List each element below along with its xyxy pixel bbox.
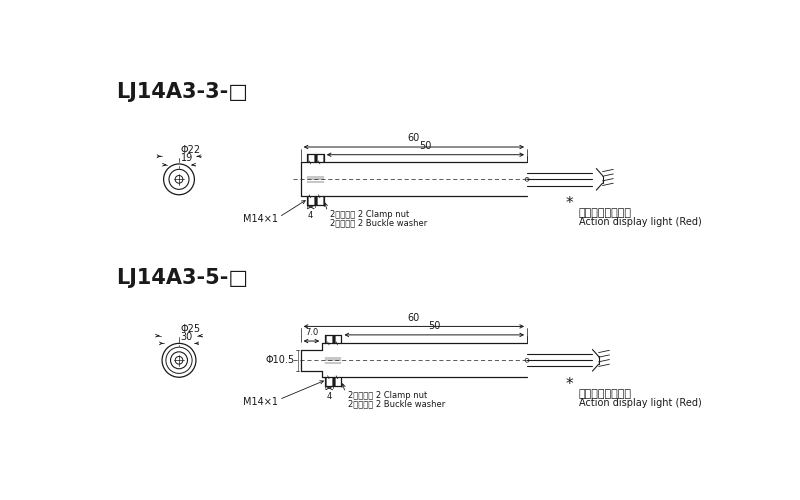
Text: 60: 60	[408, 312, 420, 322]
Text: 2紧固螺母 2 Clamp nut: 2紧固螺母 2 Clamp nut	[330, 210, 409, 219]
Text: LJ14A3-5-□: LJ14A3-5-□	[116, 268, 248, 288]
Text: 2紧固螺母 2 Clamp nut: 2紧固螺母 2 Clamp nut	[348, 391, 427, 400]
Text: Φ25: Φ25	[181, 324, 201, 334]
Text: 19: 19	[181, 153, 193, 163]
Text: 4: 4	[326, 392, 332, 401]
Text: 60: 60	[408, 133, 420, 143]
Text: 4: 4	[308, 211, 314, 220]
Text: M14×1: M14×1	[242, 214, 278, 224]
Text: Φ22: Φ22	[181, 144, 201, 154]
Text: Φ10.5: Φ10.5	[266, 356, 294, 366]
Text: *: *	[566, 196, 574, 212]
Text: 动作显示灯（红）: 动作显示灯（红）	[578, 389, 632, 399]
Text: M14×1: M14×1	[242, 397, 278, 407]
Text: Action display light (Red): Action display light (Red)	[578, 217, 702, 227]
Text: 7.0: 7.0	[305, 328, 318, 337]
Text: 50: 50	[428, 321, 441, 331]
Text: 30: 30	[181, 332, 193, 342]
Text: 动作显示灯（红）: 动作显示灯（红）	[578, 208, 632, 218]
Text: LJ14A3-3-□: LJ14A3-3-□	[116, 82, 248, 102]
Text: 50: 50	[419, 141, 431, 151]
Text: Action display light (Red): Action display light (Red)	[578, 398, 702, 408]
Text: 2齿扣垃圈 2 Buckle washer: 2齿扣垃圈 2 Buckle washer	[330, 218, 427, 228]
Text: *: *	[566, 378, 574, 392]
Text: 2齿扣垃圈 2 Buckle washer: 2齿扣垃圈 2 Buckle washer	[348, 400, 445, 408]
